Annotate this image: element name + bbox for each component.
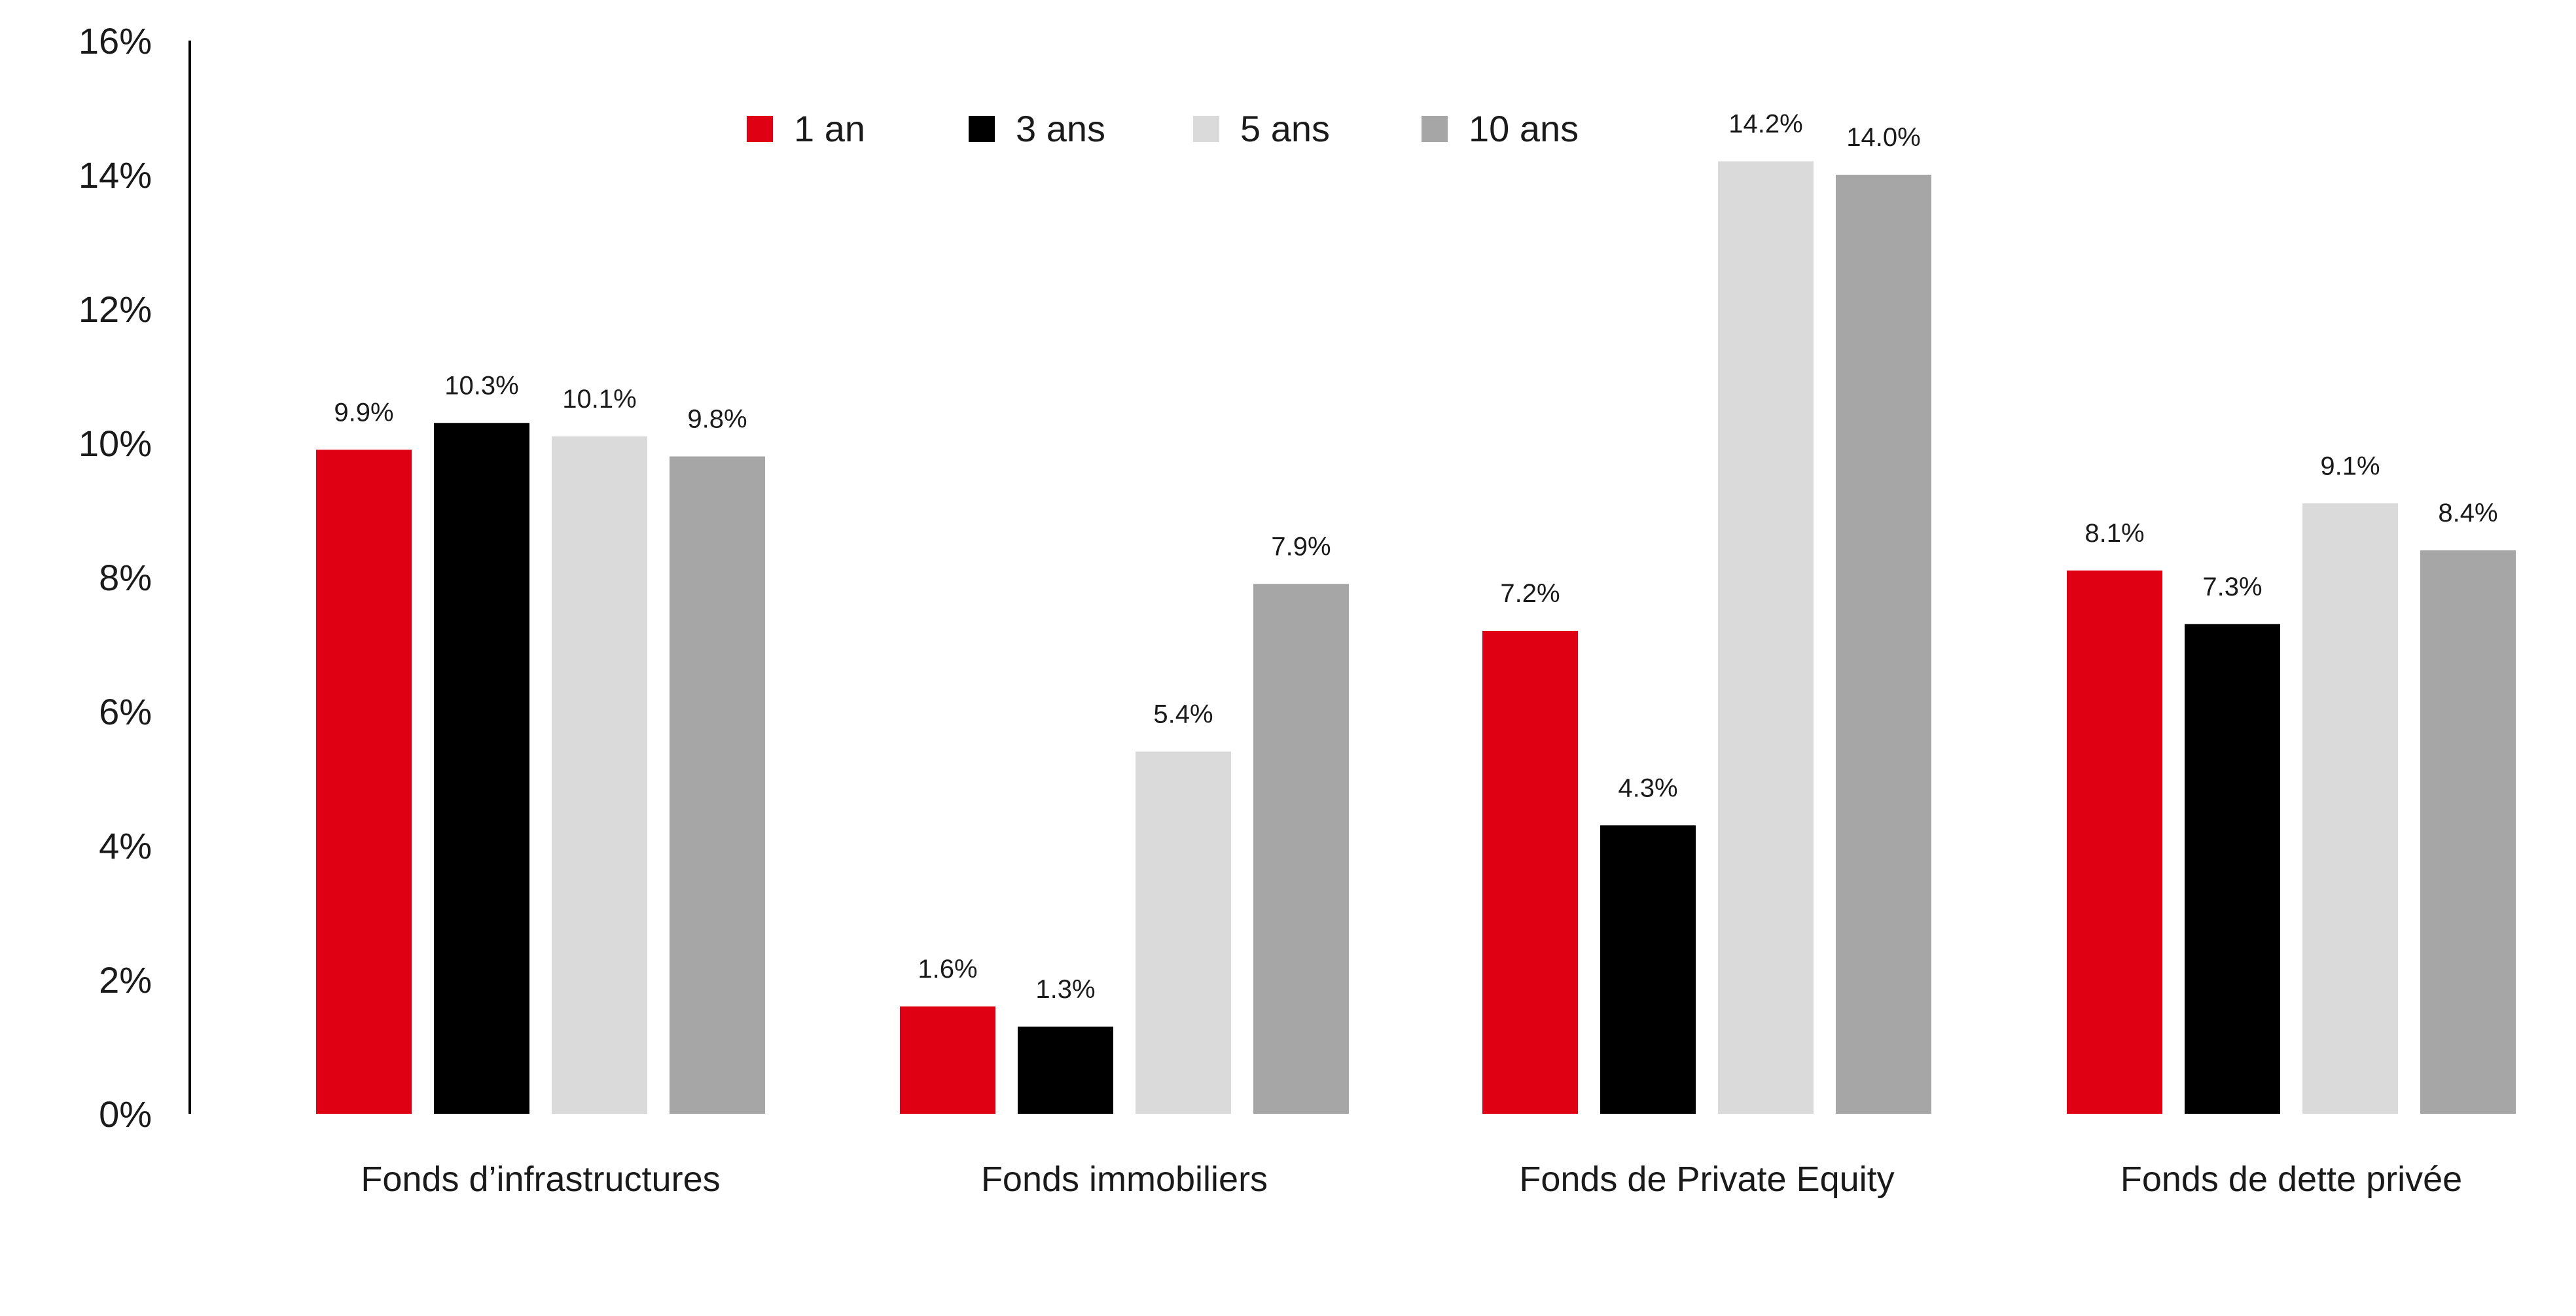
bar	[1253, 584, 1349, 1114]
legend-label: 5 ans	[1240, 108, 1330, 149]
y-axis-ticks: 0% 2% 4% 6% 8% 10% 12% 14% 16%	[79, 20, 152, 1135]
y-tick-label: 8%	[99, 557, 152, 598]
data-label: 7.3%	[2202, 573, 2262, 601]
bar	[1718, 161, 1814, 1114]
category-labels: Fonds d’infrastructures Fonds immobiliers…	[361, 1160, 2462, 1199]
category-label: Fonds d’infrastructures	[361, 1160, 720, 1199]
data-label: 10.1%	[562, 385, 636, 414]
legend-swatch	[969, 116, 995, 142]
bar	[1600, 825, 1696, 1114]
bar	[552, 436, 647, 1114]
legend-swatch	[747, 116, 773, 142]
y-tick-label: 0%	[99, 1094, 152, 1135]
data-label: 10.3%	[444, 371, 518, 400]
data-label: 1.3%	[1035, 975, 1095, 1004]
data-label: 7.9%	[1271, 532, 1331, 561]
data-label: 1.6%	[918, 955, 977, 984]
category-label: Fonds immobiliers	[981, 1160, 1268, 1199]
bar	[316, 450, 412, 1114]
bar	[1836, 175, 1931, 1114]
legend-label: 3 ans	[1016, 108, 1105, 149]
bar	[2185, 624, 2280, 1114]
bar	[2302, 503, 2398, 1114]
y-tick-label: 16%	[79, 20, 152, 62]
y-tick-label: 10%	[79, 423, 152, 464]
legend-swatch	[1193, 116, 1219, 142]
data-label: 7.2%	[1500, 579, 1560, 608]
bar	[434, 423, 529, 1114]
data-label: 4.3%	[1618, 774, 1677, 802]
legend-label: 1 an	[794, 108, 865, 149]
bar	[2420, 550, 2516, 1114]
data-label: 9.8%	[687, 405, 747, 434]
y-tick-label: 14%	[79, 154, 152, 196]
data-label: 8.4%	[2438, 499, 2497, 527]
data-label: 14.0%	[1846, 123, 1920, 152]
category-label: Fonds de dette privée	[2120, 1160, 2462, 1199]
data-label: 8.1%	[2084, 519, 2144, 548]
data-labels: 9.9% 10.3% 10.1% 9.8% 1.6% 1.3% 5.4% 7.9% 7.2% 4.…	[334, 110, 2497, 1004]
y-tick-label: 6%	[99, 691, 152, 732]
bar	[900, 1006, 995, 1114]
category-label: Fonds de Private Equity	[1519, 1160, 1894, 1199]
bar	[2067, 570, 2162, 1114]
data-label: 14.2%	[1728, 110, 1802, 139]
bar	[670, 456, 765, 1114]
data-label: 9.9%	[334, 398, 393, 427]
data-label: 9.1%	[2320, 452, 2380, 480]
bar	[1018, 1026, 1113, 1114]
bar	[1482, 631, 1578, 1114]
bars	[316, 161, 2516, 1114]
y-tick-label: 2%	[99, 959, 152, 1001]
data-label: 5.4%	[1153, 700, 1213, 729]
legend: 1 an 3 ans 5 ans 10 ans	[747, 108, 1579, 149]
legend-label: 10 ans	[1469, 108, 1579, 149]
y-tick-label: 4%	[99, 825, 152, 866]
bar	[1136, 751, 1231, 1114]
legend-swatch	[1422, 116, 1448, 142]
y-tick-label: 12%	[79, 289, 152, 330]
